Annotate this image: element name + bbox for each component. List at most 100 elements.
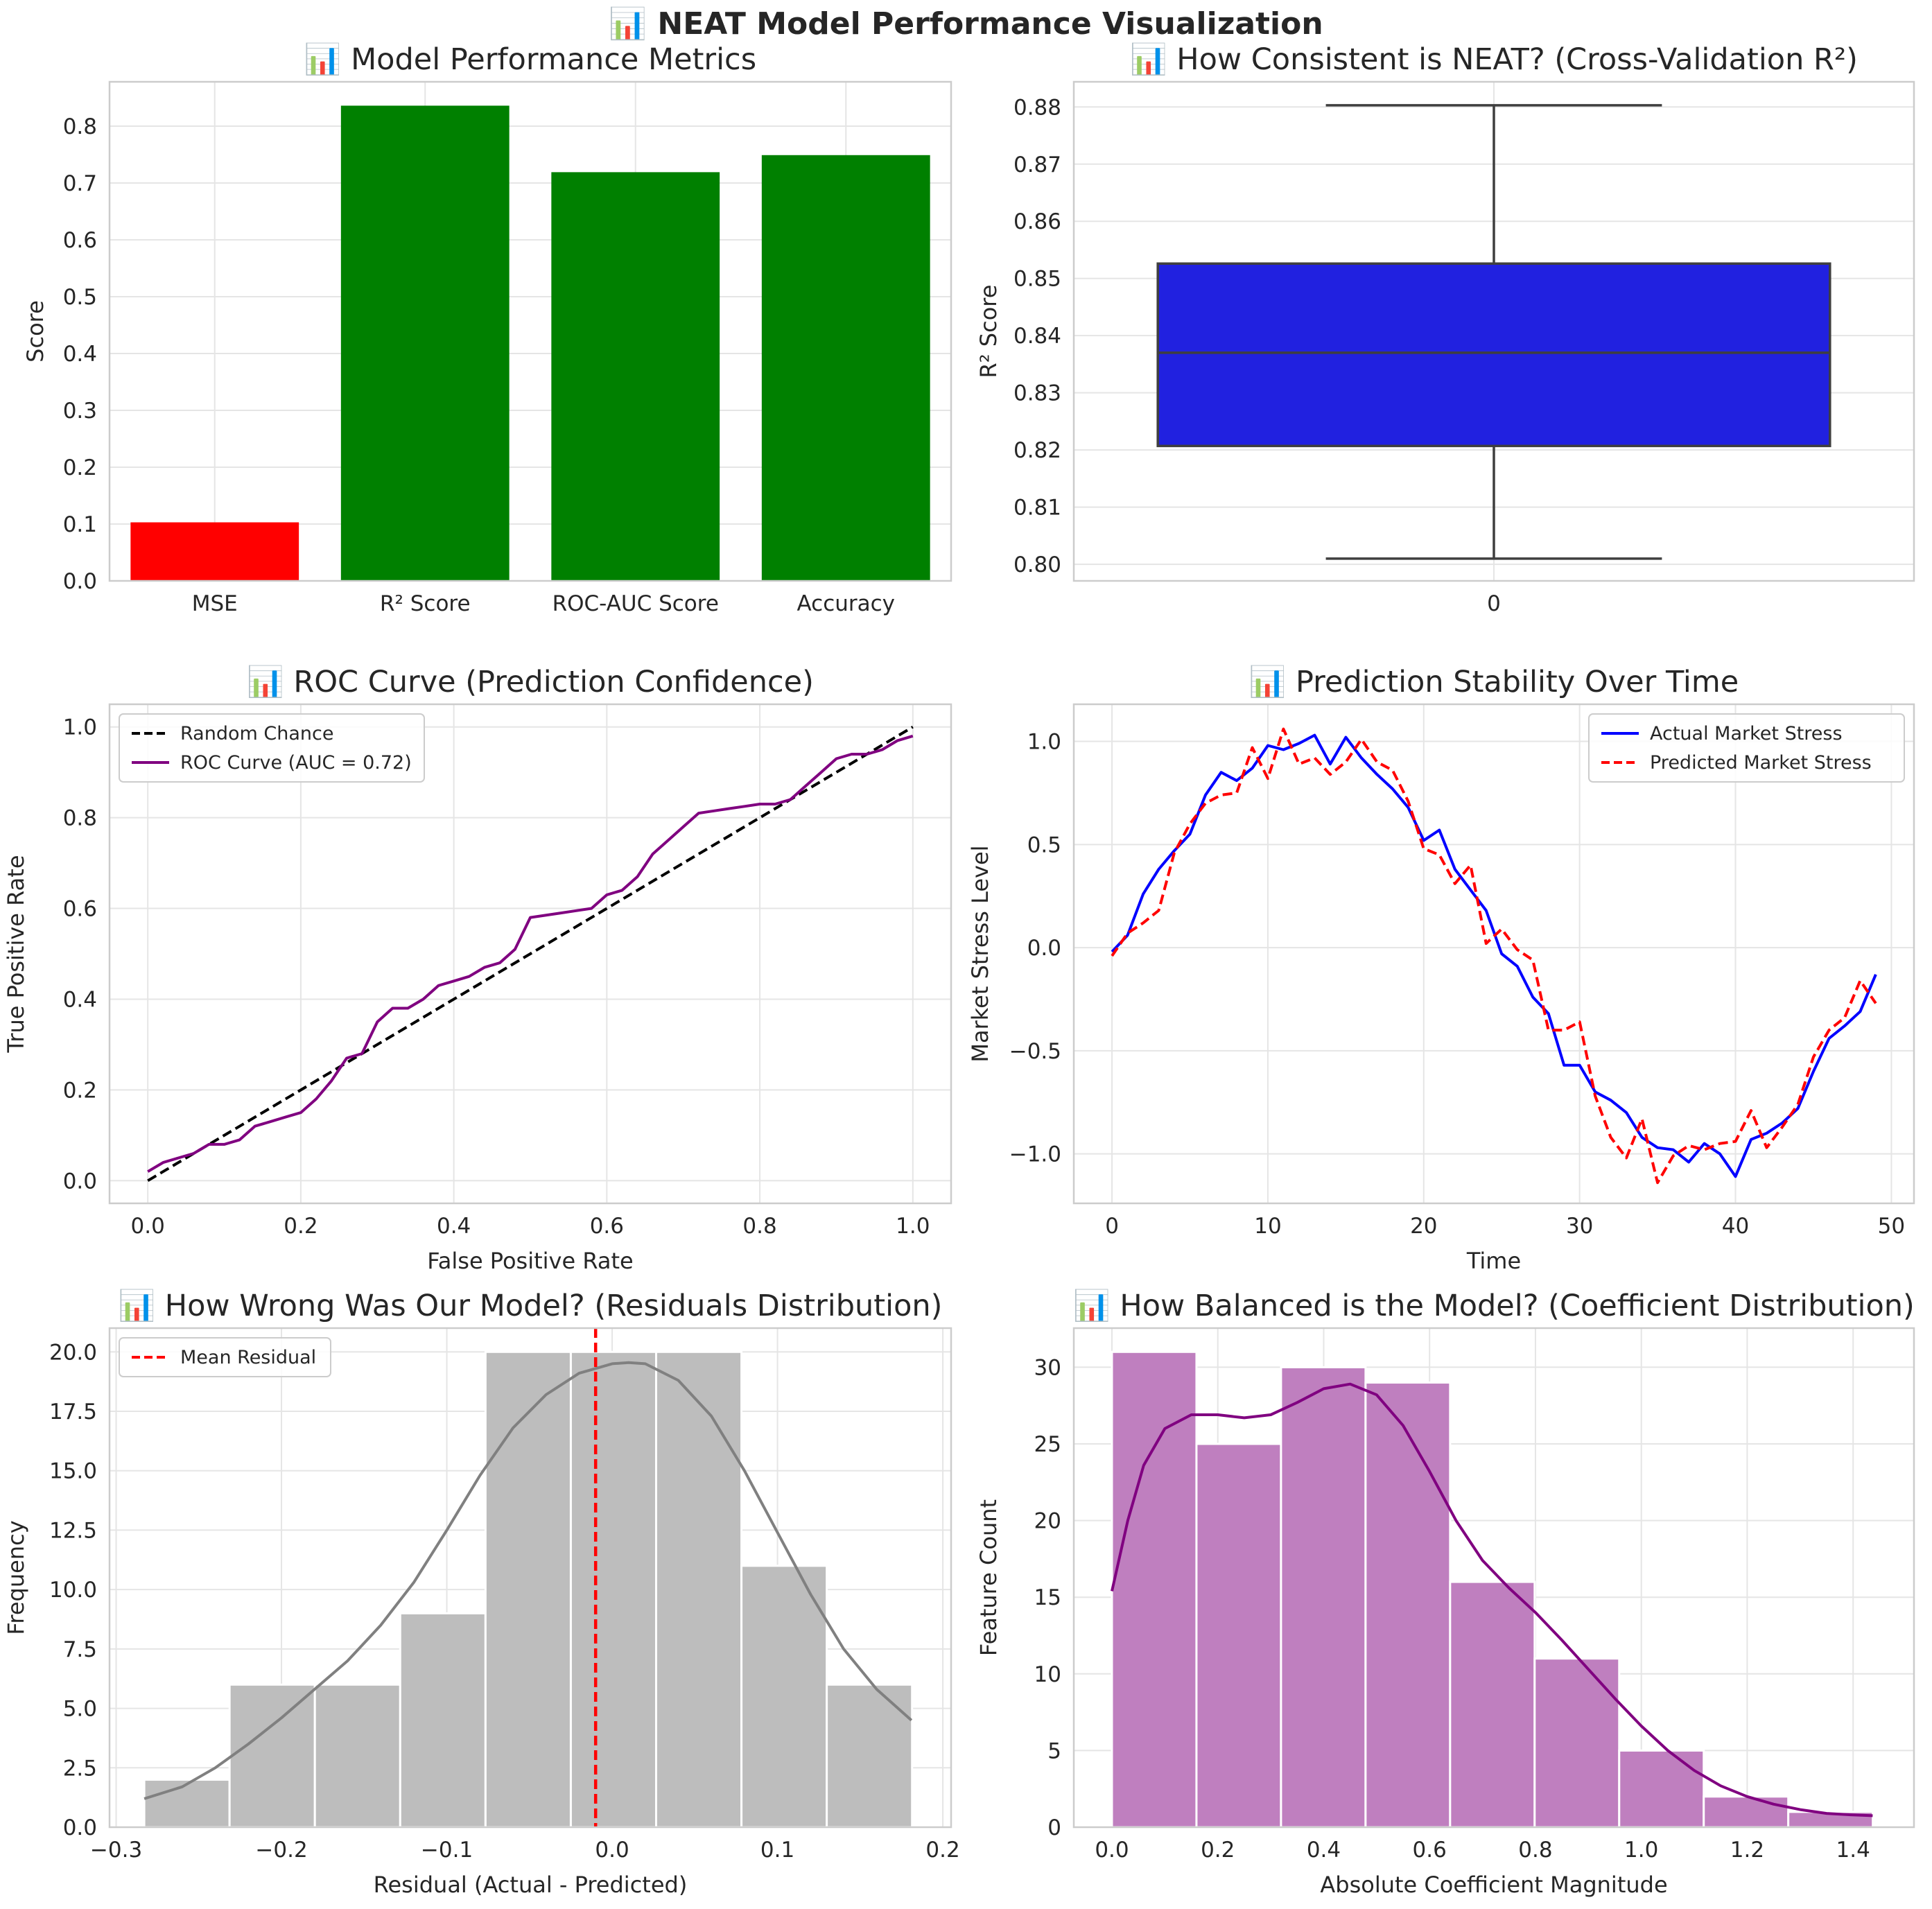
y-tick-label: −1.0 [1009,1142,1061,1167]
y-tick-label: 10 [1034,1662,1061,1687]
x-axis-label: Absolute Coefficient Magnitude [1320,1872,1667,1898]
y-tick-label: 7.5 [63,1637,97,1662]
chart-title: 📊 Prediction Stability Over Time [1249,665,1739,699]
y-tick-label: 0.8 [63,114,97,139]
y-tick-label: 12.5 [49,1518,97,1543]
actual-stress-line [1111,733,1877,1178]
x-tick-label: Accuracy [797,591,895,616]
x-tick-label: 0.2 [1201,1838,1235,1863]
x-tick-label: 40 [1722,1214,1749,1239]
y-tick-label: 0.2 [63,1078,97,1103]
legend-entry: Mean Residual [180,1347,316,1368]
x-tick-label: 0.2 [284,1214,317,1239]
x-tick-label: 0.4 [1307,1838,1341,1863]
y-axis-label: Market Stress Level [967,845,993,1062]
histogram-bar [1111,1350,1198,1829]
axes-border [108,80,952,582]
x-tick-label: ROC-AUC Score [552,591,719,616]
axes-border [108,1327,952,1829]
bar-accuracy [761,155,930,581]
y-tick-label: 0.4 [63,342,97,367]
histogram-bar [313,1683,401,1829]
bar-mse [130,522,299,581]
y-tick-label: 0.0 [63,1169,97,1194]
y-tick-label: 0.3 [63,399,97,424]
histogram-bar [1195,1442,1282,1829]
y-tick-label: 30 [1034,1355,1061,1380]
x-tick-label: −0.2 [255,1838,307,1863]
x-tick-label: 0.0 [595,1838,629,1863]
y-tick-label: 0.0 [63,569,97,594]
y-tick-label: 0.5 [1027,833,1061,857]
x-tick-label: 0.0 [131,1214,165,1239]
y-tick-label: 15 [1034,1585,1061,1610]
y-tick-label: 0.84 [1013,324,1061,349]
chart-title: 📊 ROC Curve (Prediction Confidence) [247,665,814,699]
y-tick-label: 0.7 [63,171,97,196]
y-tick-label: 0.81 [1013,496,1061,521]
y-tick-label: 0.88 [1013,95,1061,120]
bar-r-score [340,105,510,582]
random-chance-line [147,725,914,1183]
x-tick-label: 0.6 [1413,1838,1447,1863]
y-tick-label: 20.0 [49,1340,97,1365]
figure-title: 📊 NEAT Model Performance Visualization [609,6,1323,42]
y-tick-label: 15.0 [49,1459,97,1484]
y-tick-label: 0.0 [1027,936,1061,961]
y-tick-label: 1.0 [63,715,97,740]
x-tick-label: 50 [1878,1214,1905,1239]
y-tick-label: 0.87 [1013,152,1061,177]
x-tick-label: 0 [1487,591,1501,616]
legend: Actual Market Stress Predicted Market Str… [1588,713,1905,783]
y-tick-label: 17.5 [49,1400,97,1424]
legend: Mean Residual [119,1337,331,1377]
chart-title: 📊 How Balanced is the Model? (Coefficien… [1073,1289,1915,1323]
y-tick-label: 0.4 [63,987,97,1012]
y-axis-label: Score [22,300,49,363]
x-tick-label: 0.4 [437,1214,471,1239]
histogram-bar [1449,1580,1536,1829]
y-tick-label: −0.5 [1009,1039,1061,1064]
histogram-bar [1618,1749,1705,1829]
histogram-bar [1703,1795,1790,1829]
y-axis-label: R² Score [975,285,1002,378]
legend-box [119,1337,331,1377]
y-tick-label: 0.86 [1013,209,1061,234]
legend-entry: Random Chance [180,723,333,744]
legend-box [1588,713,1905,783]
y-tick-label: 0.1 [63,512,97,537]
histogram-bar [655,1350,743,1829]
y-axis-label: Frequency [3,1520,29,1635]
x-tick-label: −0.3 [90,1838,142,1863]
histogram-bar [1364,1381,1452,1829]
y-tick-label: 0.0 [63,1815,97,1840]
y-tick-label: 25 [1034,1432,1061,1457]
legend-entry: Actual Market Stress [1650,723,1843,744]
x-tick-label: 10 [1254,1214,1281,1239]
y-axis-label: Feature Count [975,1499,1002,1656]
x-tick-label: MSE [192,591,238,616]
x-tick-label: 1.0 [1624,1838,1658,1863]
legend-box [119,713,425,783]
x-tick-label: 0.6 [590,1214,624,1239]
chart-title: 📊 How Wrong Was Our Model? (Residuals Di… [119,1289,943,1323]
x-axis-label: Residual (Actual - Predicted) [374,1872,688,1898]
x-tick-label: 20 [1410,1214,1437,1239]
y-tick-label: 0.83 [1013,381,1061,406]
y-tick-label: 0.6 [63,897,97,922]
axes-border [1072,80,1915,582]
axes-border [1072,1327,1915,1829]
kde-curve [1111,1382,1873,1818]
x-axis-label: False Positive Rate [427,1248,633,1274]
x-tick-label: R² Score [380,591,471,616]
axes-border [108,703,952,1205]
iqr-box [1156,262,1831,448]
legend-entry: Predicted Market Stress [1650,752,1872,774]
roc-curve-line [147,734,914,1173]
histogram-bar [1280,1366,1367,1829]
axes-border [1072,703,1915,1205]
